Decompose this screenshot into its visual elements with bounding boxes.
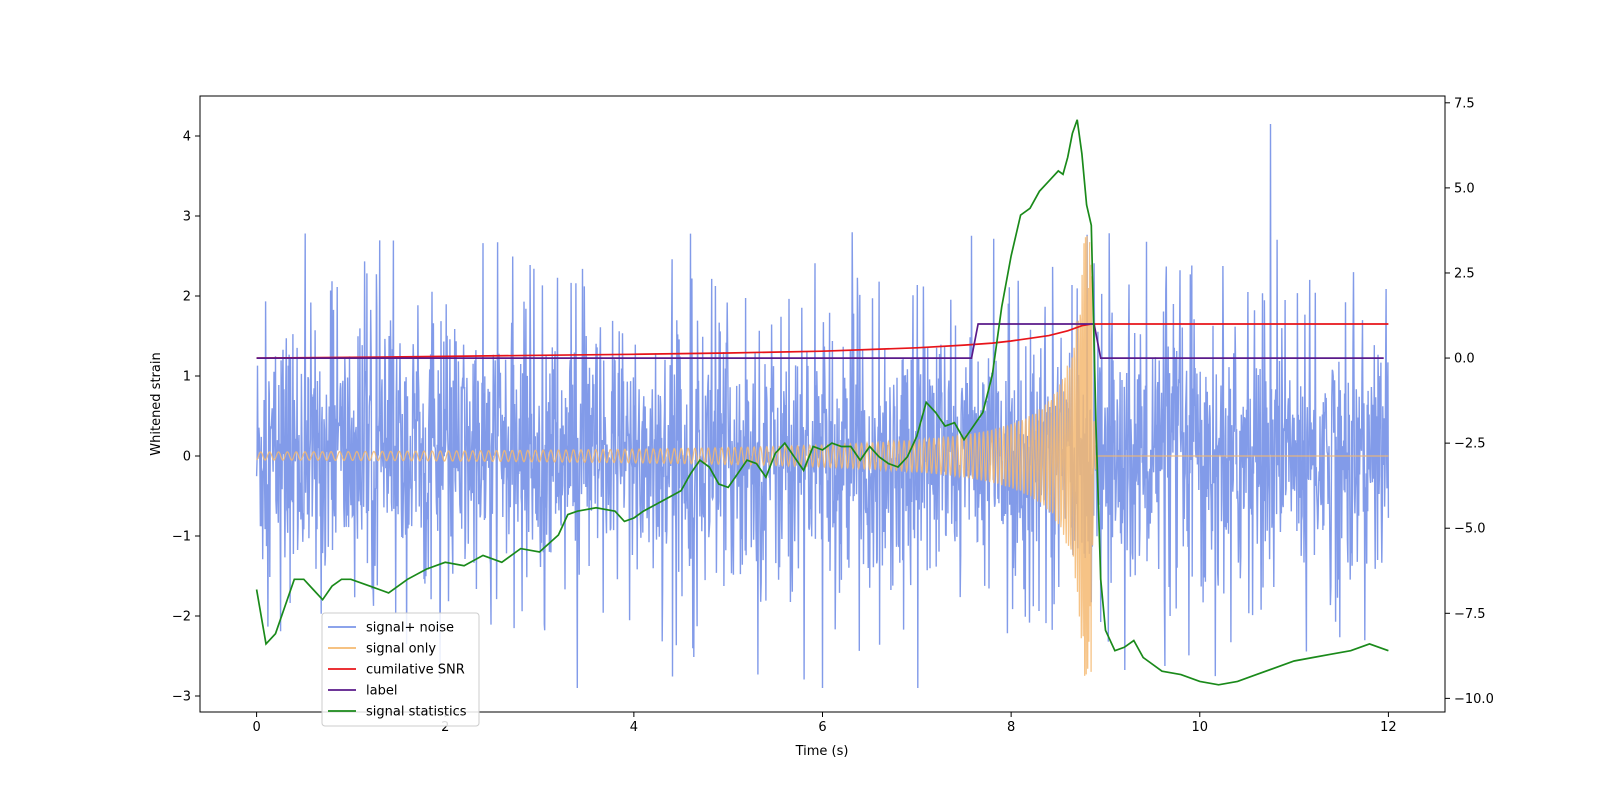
legend-label: signal only bbox=[366, 642, 436, 657]
legend-label: signal+ noise bbox=[366, 621, 454, 636]
legend-item: signal only bbox=[328, 642, 436, 657]
y-axis-right: −10.0 −7.5 −5.0 −2.5 0.0 2.5 5.0 7.5 bbox=[1445, 96, 1494, 707]
y-tick-label: 3 bbox=[183, 210, 191, 225]
y2-tick-label: −2.5 bbox=[1454, 437, 1486, 452]
y-tick-label: 2 bbox=[183, 290, 191, 305]
y2-tick-label: −5.0 bbox=[1454, 522, 1486, 537]
series-layer bbox=[255, 119, 1390, 689]
x-tick-label: 10 bbox=[1191, 720, 1208, 735]
x-tick-label: 2 bbox=[441, 720, 449, 735]
legend-box bbox=[321, 612, 480, 727]
series-cumilative-snr bbox=[256, 323, 1389, 359]
y-axis-label: Whitened strain bbox=[149, 352, 164, 455]
legend-item: signal statistics bbox=[328, 705, 467, 720]
x-tick-label: 0 bbox=[252, 720, 260, 735]
legend-label: signal statistics bbox=[366, 705, 467, 720]
legend-item: label bbox=[328, 684, 397, 699]
y2-tick-label: −10.0 bbox=[1454, 692, 1494, 707]
y2-tick-label: 7.5 bbox=[1454, 96, 1475, 111]
y-tick-label: −3 bbox=[172, 690, 191, 705]
x-tick-label: 8 bbox=[1007, 720, 1015, 735]
y-tick-label: −1 bbox=[172, 530, 191, 545]
legend-item: signal+ noise bbox=[328, 621, 454, 636]
y-tick-label: −2 bbox=[172, 610, 191, 625]
y-tick-label: 1 bbox=[183, 370, 191, 385]
legend-item: cumilative SNR bbox=[328, 663, 465, 678]
series-signal-statistics bbox=[255, 119, 1389, 686]
y-tick-label: 0 bbox=[183, 450, 191, 465]
y-tick-label: 4 bbox=[183, 130, 191, 145]
legend: signal+ noise signal only cumilative SNR la… bbox=[321, 612, 480, 727]
series-label bbox=[256, 323, 1384, 359]
y2-tick-label: 2.5 bbox=[1454, 266, 1475, 281]
x-tick-label: 4 bbox=[630, 720, 638, 735]
y2-tick-label: −7.5 bbox=[1454, 607, 1486, 622]
y2-tick-label: 0.0 bbox=[1454, 352, 1475, 367]
x-axis-label: Time (s) bbox=[795, 744, 849, 759]
y-axis-left: −3 −2 −1 0 1 2 3 4 bbox=[172, 130, 200, 705]
series-signal-noise bbox=[255, 123, 1390, 689]
y2-tick-label: 5.0 bbox=[1454, 181, 1475, 196]
x-tick-label: 6 bbox=[818, 720, 826, 735]
x-tick-label: 12 bbox=[1380, 720, 1397, 735]
legend-label: cumilative SNR bbox=[366, 663, 465, 678]
legend-label: label bbox=[366, 684, 397, 699]
